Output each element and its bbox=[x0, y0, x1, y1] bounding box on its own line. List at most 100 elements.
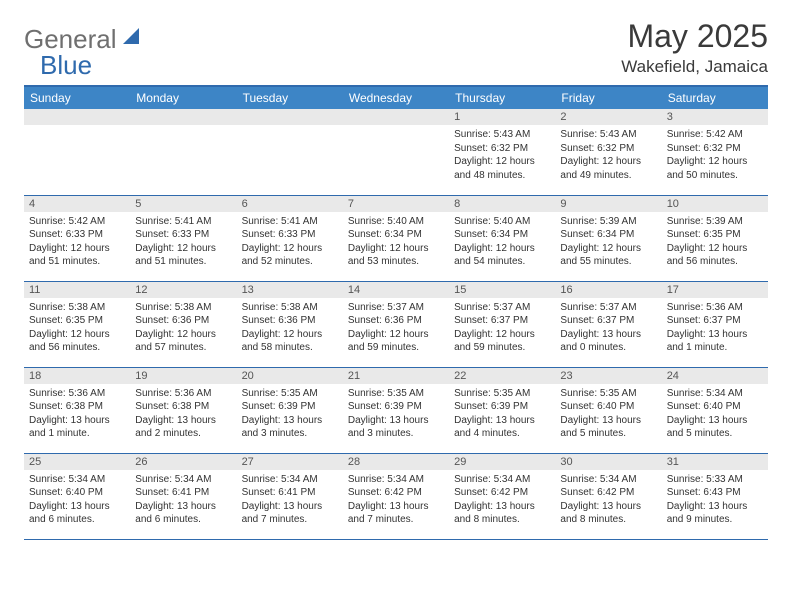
day-line: Sunset: 6:40 PM bbox=[29, 486, 125, 500]
day-body: Sunrise: 5:34 AMSunset: 6:41 PMDaylight:… bbox=[130, 470, 236, 531]
day-body: Sunrise: 5:34 AMSunset: 6:41 PMDaylight:… bbox=[237, 470, 343, 531]
day-line: Sunset: 6:36 PM bbox=[242, 314, 338, 328]
day-line: and 8 minutes. bbox=[454, 513, 550, 527]
day-body: Sunrise: 5:43 AMSunset: 6:32 PMDaylight:… bbox=[555, 125, 661, 186]
day-line: Sunrise: 5:39 AM bbox=[667, 215, 763, 229]
day-line: Sunset: 6:34 PM bbox=[348, 228, 444, 242]
day-line: Sunset: 6:42 PM bbox=[454, 486, 550, 500]
day-line: and 56 minutes. bbox=[29, 341, 125, 355]
day-line: Daylight: 12 hours bbox=[29, 242, 125, 256]
day-line: Daylight: 13 hours bbox=[135, 414, 231, 428]
day-line: and 57 minutes. bbox=[135, 341, 231, 355]
day-line: Daylight: 12 hours bbox=[242, 242, 338, 256]
day-line: and 54 minutes. bbox=[454, 255, 550, 269]
calendar-cell: 1Sunrise: 5:43 AMSunset: 6:32 PMDaylight… bbox=[449, 109, 555, 195]
day-line: and 1 minute. bbox=[667, 341, 763, 355]
day-line: Daylight: 13 hours bbox=[667, 500, 763, 514]
day-line: Sunset: 6:33 PM bbox=[29, 228, 125, 242]
day-line: Sunset: 6:38 PM bbox=[29, 400, 125, 414]
day-line: Daylight: 13 hours bbox=[242, 414, 338, 428]
calendar-cell: 29Sunrise: 5:34 AMSunset: 6:42 PMDayligh… bbox=[449, 453, 555, 539]
weekday-header: Sunday bbox=[24, 86, 130, 109]
day-line: Sunrise: 5:40 AM bbox=[454, 215, 550, 229]
day-line: Sunset: 6:43 PM bbox=[667, 486, 763, 500]
day-line: Sunrise: 5:38 AM bbox=[135, 301, 231, 315]
day-line: Sunset: 6:42 PM bbox=[348, 486, 444, 500]
day-line: Daylight: 12 hours bbox=[135, 242, 231, 256]
day-line: Sunset: 6:37 PM bbox=[667, 314, 763, 328]
day-body: Sunrise: 5:35 AMSunset: 6:39 PMDaylight:… bbox=[343, 384, 449, 445]
day-body: Sunrise: 5:36 AMSunset: 6:37 PMDaylight:… bbox=[662, 298, 768, 359]
day-number: 7 bbox=[343, 196, 449, 212]
day-line: and 48 minutes. bbox=[454, 169, 550, 183]
day-body: Sunrise: 5:34 AMSunset: 6:40 PMDaylight:… bbox=[662, 384, 768, 445]
title-block: May 2025 Wakefield, Jamaica bbox=[621, 18, 768, 77]
calendar-cell: 7Sunrise: 5:40 AMSunset: 6:34 PMDaylight… bbox=[343, 195, 449, 281]
day-line: Sunset: 6:35 PM bbox=[29, 314, 125, 328]
calendar-cell: 12Sunrise: 5:38 AMSunset: 6:36 PMDayligh… bbox=[130, 281, 236, 367]
day-number bbox=[130, 109, 236, 125]
logo-sail-icon bbox=[121, 26, 143, 53]
day-line: Sunrise: 5:40 AM bbox=[348, 215, 444, 229]
day-number: 4 bbox=[24, 196, 130, 212]
day-body: Sunrise: 5:38 AMSunset: 6:36 PMDaylight:… bbox=[237, 298, 343, 359]
calendar-cell: 17Sunrise: 5:36 AMSunset: 6:37 PMDayligh… bbox=[662, 281, 768, 367]
header: General May 2025 Wakefield, Jamaica bbox=[24, 18, 768, 77]
day-line: Sunset: 6:34 PM bbox=[560, 228, 656, 242]
day-line: Daylight: 12 hours bbox=[560, 155, 656, 169]
calendar-cell: 3Sunrise: 5:42 AMSunset: 6:32 PMDaylight… bbox=[662, 109, 768, 195]
day-line: Daylight: 13 hours bbox=[29, 414, 125, 428]
calendar-row: 11Sunrise: 5:38 AMSunset: 6:35 PMDayligh… bbox=[24, 281, 768, 367]
day-line: Sunset: 6:38 PM bbox=[135, 400, 231, 414]
day-line: and 55 minutes. bbox=[560, 255, 656, 269]
day-number: 3 bbox=[662, 109, 768, 125]
calendar-cell: 4Sunrise: 5:42 AMSunset: 6:33 PMDaylight… bbox=[24, 195, 130, 281]
calendar-cell: 20Sunrise: 5:35 AMSunset: 6:39 PMDayligh… bbox=[237, 367, 343, 453]
day-body: Sunrise: 5:40 AMSunset: 6:34 PMDaylight:… bbox=[343, 212, 449, 273]
day-line: Daylight: 13 hours bbox=[242, 500, 338, 514]
day-line: Sunset: 6:39 PM bbox=[454, 400, 550, 414]
day-body: Sunrise: 5:38 AMSunset: 6:36 PMDaylight:… bbox=[130, 298, 236, 359]
day-line: Daylight: 12 hours bbox=[454, 155, 550, 169]
day-line: Sunrise: 5:42 AM bbox=[667, 128, 763, 142]
day-line: and 7 minutes. bbox=[242, 513, 338, 527]
day-line: Sunrise: 5:35 AM bbox=[454, 387, 550, 401]
day-line: Sunrise: 5:35 AM bbox=[242, 387, 338, 401]
day-number: 30 bbox=[555, 454, 661, 470]
day-line: Sunset: 6:40 PM bbox=[560, 400, 656, 414]
weekday-header: Saturday bbox=[662, 86, 768, 109]
day-number: 2 bbox=[555, 109, 661, 125]
day-body: Sunrise: 5:42 AMSunset: 6:33 PMDaylight:… bbox=[24, 212, 130, 273]
day-line: Sunrise: 5:34 AM bbox=[667, 387, 763, 401]
day-body: Sunrise: 5:41 AMSunset: 6:33 PMDaylight:… bbox=[237, 212, 343, 273]
calendar-cell: 31 Sunrise: 5:33 AMSunset: 6:43 PMDayligh… bbox=[662, 453, 768, 539]
day-line: Sunrise: 5:41 AM bbox=[135, 215, 231, 229]
day-body: Sunrise: 5:39 AMSunset: 6:34 PMDaylight:… bbox=[555, 212, 661, 273]
day-line: Sunrise: 5:36 AM bbox=[29, 387, 125, 401]
weekday-header: Monday bbox=[130, 86, 236, 109]
day-line: and 8 minutes. bbox=[560, 513, 656, 527]
day-line: and 6 minutes. bbox=[29, 513, 125, 527]
day-line: and 52 minutes. bbox=[242, 255, 338, 269]
day-line: and 51 minutes. bbox=[29, 255, 125, 269]
day-line: and 49 minutes. bbox=[560, 169, 656, 183]
day-line: Daylight: 13 hours bbox=[560, 328, 656, 342]
calendar-row: 25Sunrise: 5:34 AMSunset: 6:40 PMDayligh… bbox=[24, 453, 768, 539]
day-line: Daylight: 13 hours bbox=[454, 414, 550, 428]
day-number: 6 bbox=[237, 196, 343, 212]
day-number: 31 bbox=[662, 454, 768, 470]
day-line: Sunset: 6:41 PM bbox=[135, 486, 231, 500]
calendar-cell: 10Sunrise: 5:39 AMSunset: 6:35 PMDayligh… bbox=[662, 195, 768, 281]
day-line: and 6 minutes. bbox=[135, 513, 231, 527]
calendar-cell bbox=[130, 109, 236, 195]
calendar-cell bbox=[24, 109, 130, 195]
calendar-cell: 24Sunrise: 5:34 AMSunset: 6:40 PMDayligh… bbox=[662, 367, 768, 453]
calendar-row: 4Sunrise: 5:42 AMSunset: 6:33 PMDaylight… bbox=[24, 195, 768, 281]
day-line: and 0 minutes. bbox=[560, 341, 656, 355]
day-number: 20 bbox=[237, 368, 343, 384]
day-line: Sunset: 6:36 PM bbox=[348, 314, 444, 328]
day-line: Daylight: 13 hours bbox=[667, 328, 763, 342]
day-body: Sunrise: 5:34 AMSunset: 6:42 PMDaylight:… bbox=[343, 470, 449, 531]
day-number: 29 bbox=[449, 454, 555, 470]
day-line: Sunrise: 5:33 AM bbox=[667, 473, 763, 487]
